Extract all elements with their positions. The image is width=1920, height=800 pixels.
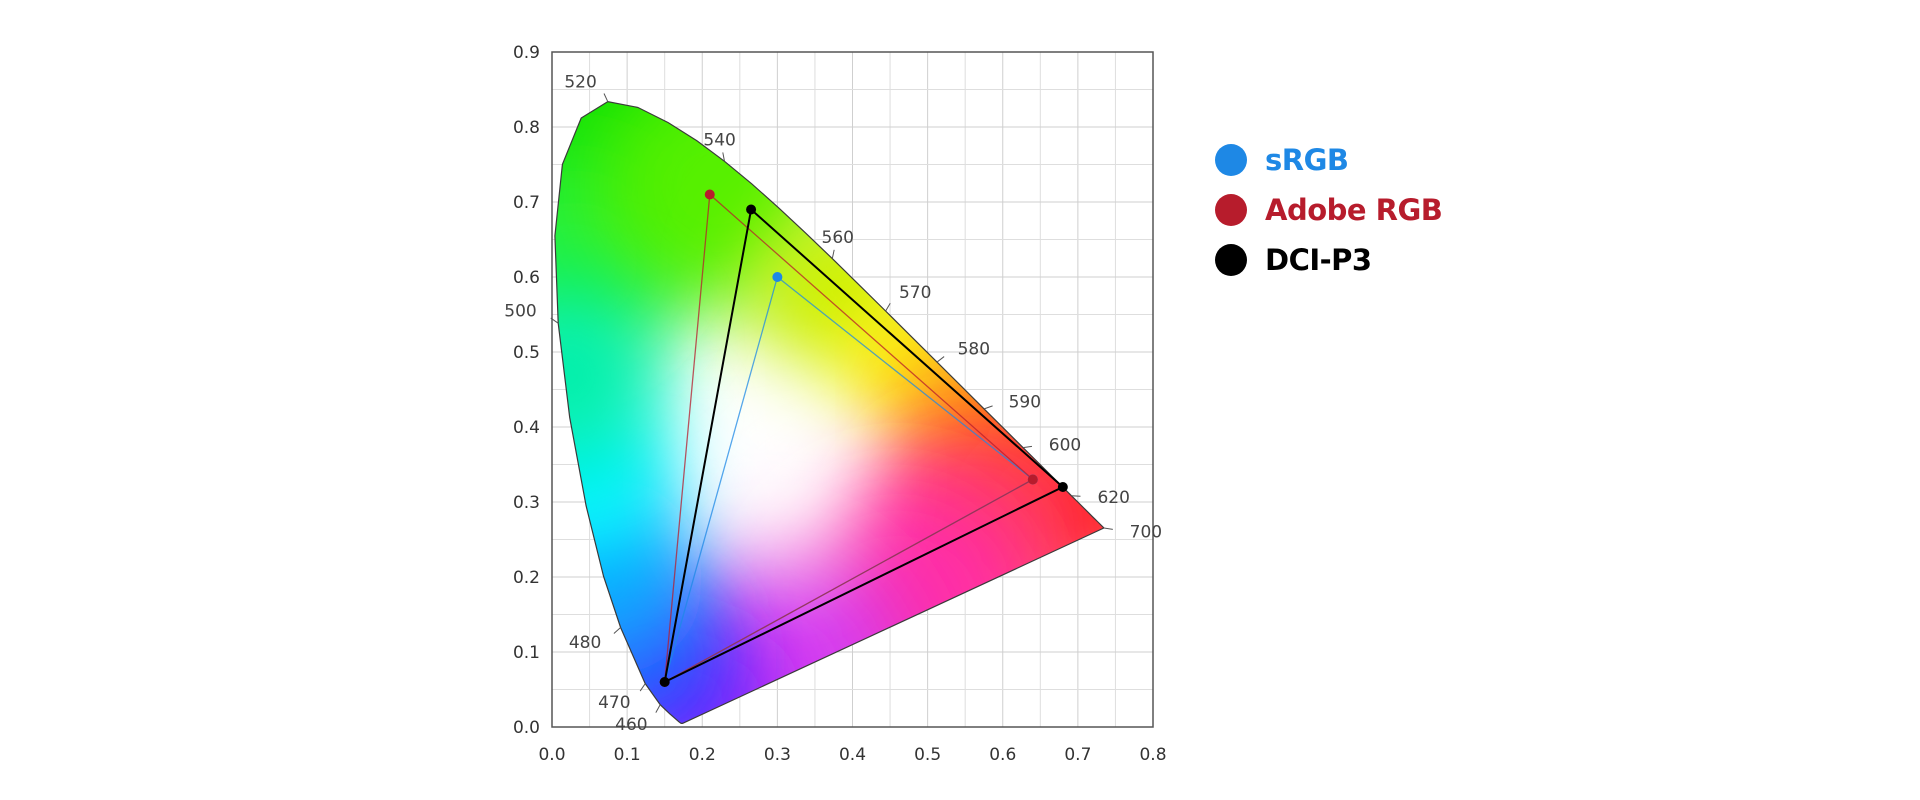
wavelength-tick — [603, 93, 609, 102]
gamut-vertex-dci-p3 — [746, 204, 757, 215]
wavelength-tick — [831, 249, 835, 259]
legend-label: DCI-P3 — [1265, 243, 1372, 277]
wavelength-tick — [1071, 495, 1081, 497]
gamut-vertex-dci-p3 — [1057, 482, 1068, 492]
x-tick-label: 0.0 — [538, 745, 565, 765]
wavelength-tick — [983, 405, 993, 410]
legend-item-dci-p3: DCI-P3 — [1215, 235, 1442, 285]
y-tick-label: 0.5 — [513, 343, 540, 363]
wavelength-label: 620 — [1097, 488, 1129, 508]
y-tick-label: 0.0 — [513, 718, 540, 738]
y-tick-label: 0.2 — [513, 568, 540, 588]
wavelength-tick — [722, 152, 725, 162]
x-tick-label: 0.3 — [764, 745, 791, 765]
y-tick-label: 0.4 — [513, 418, 540, 438]
gamut-vertex-adobe-rgb — [1027, 474, 1038, 485]
wavelength-tick — [885, 302, 891, 312]
wavelength-tick — [639, 683, 646, 692]
x-tick-label: 0.4 — [839, 745, 866, 765]
y-tick-label: 0.7 — [513, 193, 540, 213]
wavelength-tick — [1103, 527, 1113, 530]
spectral-locus-outline — [554, 100, 1105, 724]
y-tick-label: 0.6 — [513, 268, 540, 288]
y-tick-label: 0.8 — [513, 118, 540, 138]
gamut-vertex-dci-p3 — [659, 677, 670, 687]
gamut-vertex-srgb — [772, 272, 783, 282]
y-tick-label: 0.3 — [513, 493, 540, 513]
wavelength-label: 600 — [1049, 436, 1081, 456]
legend-label: sRGB — [1265, 143, 1349, 177]
wavelength-label: 700 — [1130, 522, 1162, 542]
legend-item-adobe-rgb: Adobe RGB — [1215, 185, 1443, 235]
wavelength-label: 560 — [822, 228, 854, 248]
y-tick-label: 0.1 — [513, 643, 540, 663]
wavelength-label: 470 — [598, 693, 630, 713]
x-tick-label: 0.6 — [989, 745, 1016, 765]
wavelength-label: 580 — [958, 340, 990, 360]
wavelength-label: 460 — [615, 715, 647, 735]
wavelength-tick — [1022, 445, 1033, 449]
gamut-triangle-dci-p3 — [663, 207, 1065, 684]
plot-frame — [551, 51, 1154, 728]
tick-labels: 0.0 0.1 0.2 0.3 0.4 0.5 0.6 0.7 0.8 0.0 0.1 0.2 0.3 0… — [513, 43, 1167, 765]
x-tick-label: 0.2 — [689, 745, 716, 765]
legend: sRGB Adobe RGB DCI-P3 — [1215, 135, 1443, 285]
x-tick-label: 0.7 — [1064, 745, 1091, 765]
gamut-vertex-adobe-rgb — [704, 189, 715, 200]
x-tick-label: 0.1 — [614, 745, 641, 765]
wavelength-label: 500 — [504, 302, 536, 322]
x-tick-label: 0.8 — [1139, 745, 1166, 765]
wavelength-tick — [655, 704, 661, 713]
legend-marker — [1215, 244, 1247, 276]
white-point-glow — [664, 329, 905, 630]
legend-item-srgb: sRGB — [1215, 135, 1442, 185]
wavelength-label: 480 — [569, 633, 601, 653]
wavelength-label: 590 — [1009, 392, 1041, 412]
legend-marker — [1215, 194, 1247, 226]
spectral-locus — [554, 100, 1105, 724]
wavelength-tick — [613, 627, 621, 634]
gamut-triangle-adobe-rgb — [663, 193, 1034, 684]
x-tick-label: 0.5 — [914, 745, 941, 765]
wavelength-tick — [550, 317, 559, 324]
y-tick-label: 0.9 — [513, 43, 540, 63]
wavelength-tick — [936, 356, 945, 363]
legend-label: Adobe RGB — [1265, 193, 1443, 227]
wavelength-label: 570 — [899, 283, 931, 303]
legend-marker — [1215, 144, 1247, 176]
wavelength-label: 540 — [703, 131, 735, 151]
color-blob — [554, 284, 658, 465]
wavelength-label: 520 — [564, 73, 596, 93]
gamut-triangles — [659, 189, 1068, 687]
